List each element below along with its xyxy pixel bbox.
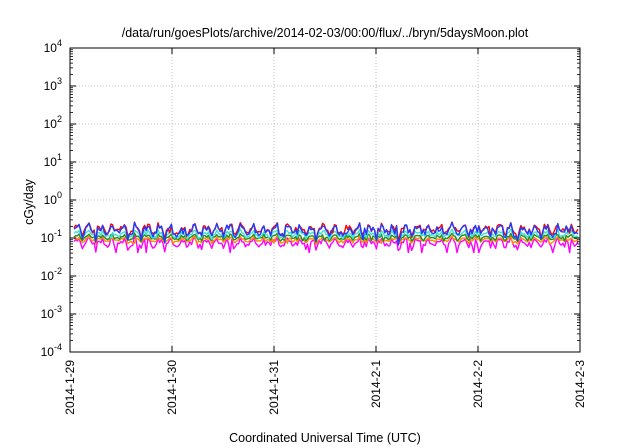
y-tick-label: 10-4 [41, 342, 62, 359]
y-tick-label: 10-1 [41, 228, 62, 245]
x-tick-label: 2014-1-31 [267, 360, 281, 415]
x-tick-label: 2014-1-30 [165, 360, 179, 415]
y-axis-label: cGy/day [22, 178, 36, 225]
y-tick-label: 103 [44, 76, 62, 93]
x-tick-label: 2014-2-3 [573, 360, 587, 408]
series-group [73, 221, 579, 254]
y-tick-label: 101 [44, 152, 62, 169]
x-axis-ticks: 2014-1-29 2014-1-30 2014-1-31 2014-2-1 2014-… [63, 48, 587, 415]
series-line [73, 228, 579, 243]
chart-title: /data/run/goesPlots/archive/2014-02-03/0… [122, 26, 529, 40]
x-tick-label: 2014-2-1 [369, 360, 383, 408]
x-axis-label: Coordinated Universal Time (UTC) [229, 431, 421, 445]
y-tick-label: 104 [44, 38, 62, 55]
y-tick-label: 10-3 [41, 304, 62, 321]
grid [70, 48, 580, 352]
series-line [73, 221, 579, 246]
x-tick-label: 2014-2-2 [471, 360, 485, 408]
x-tick-label: 2014-1-29 [63, 360, 77, 415]
y-tick-label: 10-2 [41, 266, 62, 283]
series-line [73, 235, 579, 246]
series-line [73, 232, 579, 243]
y-tick-label: 102 [44, 114, 62, 131]
y-tick-label: 100 [44, 190, 62, 207]
